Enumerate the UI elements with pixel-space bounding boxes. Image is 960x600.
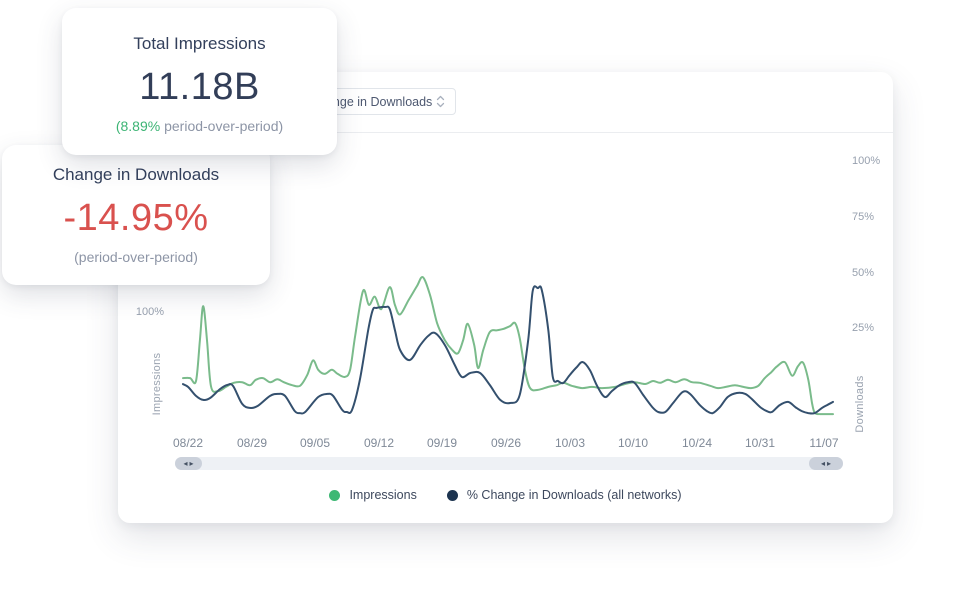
impressions-delta-label: period-over-period) bbox=[160, 118, 284, 134]
scroll-right-arrow-icon: ▸ bbox=[189, 459, 194, 468]
scroll-left-arrow-icon: ◂ bbox=[820, 459, 825, 468]
updown-chevron-icon bbox=[436, 95, 445, 108]
card-title: Total Impressions bbox=[133, 34, 266, 53]
total-impressions-value: 11.18B bbox=[139, 66, 260, 108]
left-axis-tick-100: 100% bbox=[135, 306, 164, 318]
x-tick: 09/05 bbox=[299, 436, 331, 450]
scrollbar-left-handle[interactable]: ◂ ▸ bbox=[175, 457, 202, 470]
right-axis-tick-75: 75% bbox=[852, 211, 875, 223]
downloads-dot-icon bbox=[446, 489, 458, 501]
legend-item-impressions[interactable]: Impressions bbox=[329, 488, 417, 502]
x-tick: 10/31 bbox=[744, 436, 776, 450]
right-axis-tick-100: 100% bbox=[852, 155, 881, 167]
x-tick: 10/10 bbox=[617, 436, 649, 450]
scrollbar-right-handle[interactable]: ◂ ▸ bbox=[809, 457, 843, 470]
x-tick: 09/26 bbox=[490, 436, 522, 450]
total-impressions-card: Total Impressions 11.18B (8.89% period-o… bbox=[62, 8, 337, 155]
impressions-dot-icon bbox=[329, 489, 341, 501]
downloads-period-label: (period-over-period) bbox=[74, 249, 198, 265]
x-tick: 08/22 bbox=[172, 436, 204, 450]
x-tick: 11/07 bbox=[809, 436, 839, 450]
x-tick: 09/12 bbox=[363, 436, 395, 450]
chart-legend: Impressions % Change in Downloads (all n… bbox=[118, 486, 893, 504]
series-line-1 bbox=[182, 285, 834, 415]
change-in-downloads-card: Change in Downloads -14.95% (period-over… bbox=[2, 145, 270, 285]
right-axis-tick-50: 50% bbox=[852, 267, 875, 279]
series-line-0 bbox=[182, 275, 834, 416]
change-in-downloads-value: -14.95% bbox=[63, 197, 209, 239]
scroll-left-arrow-icon: ◂ bbox=[183, 459, 188, 468]
x-tick: 08/29 bbox=[236, 436, 268, 450]
line-chart bbox=[182, 275, 834, 416]
panel-divider bbox=[118, 132, 893, 133]
x-tick: 09/19 bbox=[426, 436, 458, 450]
card-title: Change in Downloads bbox=[52, 165, 220, 184]
chart-scrollbar-track[interactable]: ◂ ▸ ◂ ▸ bbox=[175, 457, 843, 470]
legend-label: % Change in Downloads (all networks) bbox=[466, 488, 682, 502]
x-tick: 10/24 bbox=[681, 436, 713, 450]
impressions-delta: (8.89% period-over-period) bbox=[62, 118, 337, 134]
right-axis-title: Downloads bbox=[854, 375, 866, 433]
legend-label: Impressions bbox=[349, 488, 417, 502]
legend-item-change-in-downloads[interactable]: % Change in Downloads (all networks) bbox=[446, 488, 682, 502]
metric-dropdown-value: Change in Downloads bbox=[310, 94, 433, 109]
impressions-delta-percent: (8.89% bbox=[115, 118, 161, 134]
scroll-right-arrow-icon: ▸ bbox=[827, 459, 832, 468]
right-axis-tick-25: 25% bbox=[852, 322, 875, 334]
x-tick: 10/03 bbox=[554, 436, 586, 450]
